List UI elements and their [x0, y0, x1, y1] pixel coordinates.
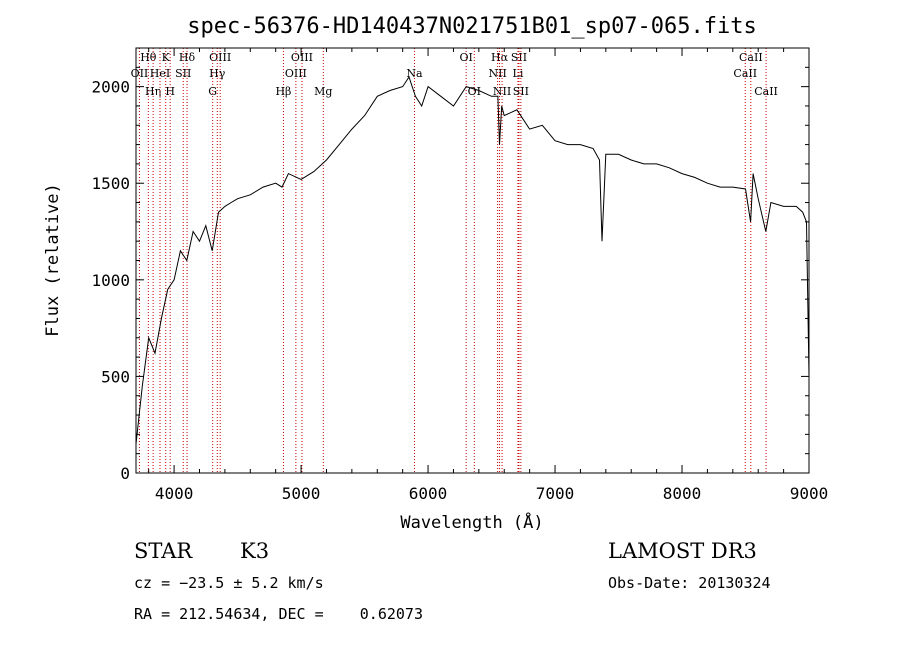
line-label-24: CaII — [739, 51, 763, 64]
spectrum-line — [135, 75, 810, 445]
line-label-25: CaII — [733, 67, 757, 80]
x-tick-label-6000: 6000 — [409, 484, 448, 503]
survey-release: LAMOST DR3 — [608, 539, 757, 563]
x-tick-label-8000: 8000 — [663, 484, 702, 503]
object-class: STAR — [134, 539, 193, 563]
y-axis-label: Flux (relative) — [43, 183, 63, 337]
line-label-15: Na — [406, 67, 423, 80]
line-label-9: Hγ — [209, 67, 226, 80]
y-tick-label-2000: 2000 — [91, 78, 130, 97]
line-label-11: Hβ — [275, 85, 291, 98]
line-label-14: Mg — [314, 85, 332, 98]
line-label-16: OI — [459, 51, 472, 64]
plot-frame — [135, 47, 810, 474]
axis-ticks: 4000 5000 6000 7000 8000 9000 0 500 1000 1500 2000 — [91, 47, 829, 503]
observation-date: Obs-Date: 20130324 — [608, 574, 771, 592]
line-label-26: CaII — [754, 85, 778, 98]
line-label-2: Hη — [145, 85, 161, 98]
object-subclass: K3 — [240, 539, 270, 563]
line-label-1: OII — [131, 67, 149, 80]
line-label-18: Hα — [491, 51, 509, 64]
line-label-20: NII — [493, 85, 511, 98]
line-label-7: Hδ — [179, 51, 196, 64]
line-label-5: H — [165, 85, 175, 98]
line-label-21: SII — [511, 51, 527, 64]
x-tick-label-4000: 4000 — [155, 484, 194, 503]
x-tick-label-7000: 7000 — [536, 484, 575, 503]
y-tick-label-1500: 1500 — [91, 174, 130, 193]
y-tick-label-1000: 1000 — [91, 271, 130, 290]
redshift-velocity: cz = −23.5 ± 5.2 km/s — [134, 574, 324, 592]
line-label-23: SII — [513, 85, 529, 98]
line-label-8: OIII — [209, 51, 231, 64]
x-axis-label: Wavelength (Å) — [400, 511, 543, 533]
line-label-6: SII — [175, 67, 191, 80]
y-tick-label-500: 500 — [101, 367, 130, 386]
line-label-3: K — [162, 51, 171, 64]
line-label-4: HeI — [150, 67, 170, 80]
line-label-12: OIII — [285, 67, 307, 80]
line-label-19: NII — [488, 67, 506, 80]
y-tick-label-0: 0 — [120, 464, 130, 483]
sky-coordinates: RA = 212.54634, DEC = 0.62073 — [134, 605, 423, 623]
line-label-13: OIII — [291, 51, 313, 64]
line-label-10: G — [208, 85, 217, 98]
chart-title: spec-56376-HD140437N021751B01_sp07-065.f… — [187, 14, 757, 39]
x-tick-label-5000: 5000 — [282, 484, 321, 503]
line-label-22: Li — [513, 67, 524, 80]
line-label-17: OI — [468, 85, 481, 98]
x-tick-label-9000: 9000 — [790, 484, 829, 503]
line-label-0: Hθ — [140, 51, 157, 64]
